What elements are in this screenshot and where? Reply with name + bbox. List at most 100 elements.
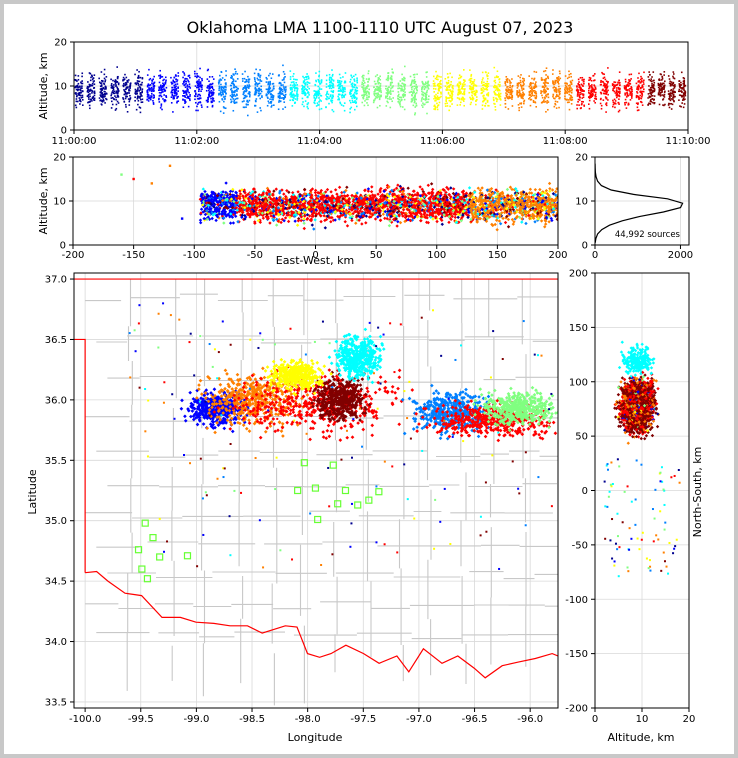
time-source-point: [280, 84, 282, 86]
time-source-point: [552, 80, 554, 82]
time-source-point: [170, 91, 173, 94]
time-source-point: [506, 81, 509, 84]
time-source-point: [520, 87, 523, 89]
time-source-point: [570, 91, 573, 94]
time-source-point: [579, 76, 582, 79]
time-source-point: [494, 93, 496, 96]
east-west-source-point: [325, 187, 330, 192]
time-source-point: [424, 81, 427, 84]
time-source-point: [272, 82, 275, 85]
time-source-point: [578, 104, 580, 106]
time-source-point: [100, 90, 103, 92]
time-source-point: [292, 93, 295, 96]
time-source-point: [325, 106, 327, 109]
time-source-point: [651, 90, 654, 92]
time-source-point: [448, 84, 450, 87]
time-source-point: [554, 79, 557, 82]
time-source-point: [212, 78, 215, 80]
time-source-point: [344, 88, 346, 91]
time-source-point: [559, 72, 561, 75]
time-source-point: [354, 84, 357, 86]
time-source-point: [289, 88, 292, 91]
time-source-point: [508, 95, 510, 98]
time-source-point: [235, 93, 238, 96]
time-source-point: [446, 89, 448, 92]
time-source-point: [447, 76, 450, 78]
time-source-point: [308, 94, 310, 96]
east-west-source-point: [203, 189, 207, 194]
time-source-point: [568, 86, 571, 89]
time-source-point: [635, 95, 638, 98]
time-source-point: [209, 87, 211, 89]
time-source-point: [522, 95, 524, 98]
time-source-point: [507, 89, 509, 92]
time-source-point: [222, 96, 225, 98]
time-source-point: [637, 102, 639, 104]
time-source-point: [153, 84, 156, 87]
time-source-point: [605, 89, 607, 92]
time-source-point: [326, 90, 329, 93]
time-source-point: [531, 91, 534, 93]
time-source-point: [592, 87, 594, 90]
time-source-point: [245, 106, 247, 108]
time-source-point: [640, 100, 642, 103]
time-source-point: [535, 85, 537, 88]
time-source-point: [233, 101, 235, 103]
time-source-point: [587, 103, 590, 105]
time-source-point: [283, 87, 285, 90]
time-source-point: [652, 101, 654, 104]
east-west-source-point: [198, 218, 203, 222]
time-source-point: [128, 88, 130, 91]
time-source-point: [289, 87, 292, 89]
time-source-point: [328, 102, 330, 105]
time-source-point: [104, 93, 107, 96]
time-source-point: [234, 95, 237, 97]
time-source-point: [245, 79, 248, 81]
time-source-point: [456, 83, 459, 86]
time-source-point: [173, 90, 176, 93]
time-source-point: [173, 94, 175, 97]
time-source-point: [438, 101, 441, 104]
time-source-point: [93, 97, 96, 100]
time-source-point: [460, 98, 463, 101]
time-source-point: [160, 85, 162, 88]
time-source-point: [293, 97, 295, 99]
time-source-point: [232, 109, 235, 112]
time-source-point: [313, 96, 316, 99]
time-source-point: [353, 96, 355, 98]
time-source-point: [415, 98, 417, 101]
time-source-point: [282, 97, 284, 99]
time-source-point: [267, 82, 270, 85]
time-source-point: [673, 87, 676, 89]
time-source-point: [278, 87, 281, 90]
time-source-point: [289, 76, 292, 78]
time-source-point: [412, 79, 414, 82]
time-source-point: [74, 78, 77, 81]
time-source-point: [469, 81, 472, 84]
time-source-point: [349, 99, 351, 102]
time-source-point: [492, 96, 495, 99]
time-source-point: [450, 96, 453, 99]
time-source-point: [626, 94, 629, 97]
time-source-point: [412, 91, 414, 94]
time-source-point: [410, 100, 413, 103]
time-source-point: [327, 85, 330, 87]
time-source-point: [247, 78, 250, 81]
time-source-point: [257, 90, 260, 92]
time-source-point: [653, 95, 656, 97]
time-source-point: [158, 91, 161, 94]
time-source-point: [161, 108, 163, 111]
time-source-point: [283, 97, 286, 99]
time-source-point: [364, 100, 366, 102]
time-source-point: [331, 99, 334, 102]
time-source-point: [576, 89, 578, 92]
time-source-point: [413, 88, 416, 90]
time-source-point: [377, 92, 379, 95]
time-source-point: [404, 91, 406, 94]
time-source-point: [332, 90, 335, 92]
time-source-point: [201, 106, 203, 108]
time-source-point: [247, 81, 250, 84]
time-source-point: [146, 96, 149, 98]
east-west-source-point: [302, 221, 306, 225]
east-west-source-point: [528, 191, 532, 195]
